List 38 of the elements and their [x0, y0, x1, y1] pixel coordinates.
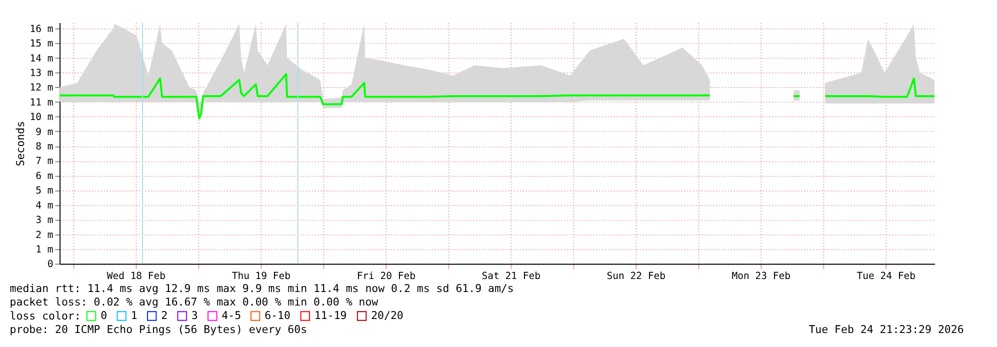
- y-tick-label: 15 m: [30, 38, 54, 50]
- y-tick-label: 6 m: [36, 170, 54, 182]
- y-tick-label: 8 m: [36, 142, 54, 153]
- text: median rtt: 11.4 ms avg 12.9 ms max 9.9 ms min 11.4 ms now 0.2 ms sd 61.9 am/s: [10, 282, 514, 296]
- legend-label: 1: [130, 308, 138, 322]
- legend-label: 0: [100, 308, 108, 322]
- y-tick-label: 5 m: [36, 186, 54, 197]
- y-tick-label: 12 m: [30, 82, 54, 94]
- x-tick-label: Mon 23 Feb: [732, 270, 791, 282]
- legend-label: 11-19: [314, 308, 347, 322]
- y-tick-label: 11 m: [30, 97, 54, 108]
- text: probe: 20 ICMP Echo Pings (56 Bytes) every 60s: [10, 323, 308, 336]
- x-tick-label: Wed 18 Feb: [106, 270, 166, 282]
- legend-label: 3: [191, 308, 198, 322]
- y-tick-label: 4 m: [36, 200, 54, 212]
- y-tick-label: 10 m: [30, 112, 54, 124]
- y-tick-label: 14 m: [30, 53, 54, 64]
- legend-label: 6-10: [264, 308, 290, 322]
- x-tick-label: Thu 19 Feb: [232, 270, 291, 282]
- y-tick-label: 16 m: [30, 24, 54, 35]
- y-tick-label: 7 m: [36, 156, 54, 168]
- y-tick-label: 0: [47, 259, 54, 270]
- y-tick-label: 3 m: [36, 215, 54, 226]
- x-tick-label: Fri 20 Feb: [356, 270, 416, 282]
- y-tick-label: 2 m: [36, 230, 54, 241]
- y-axis-title: Seconds: [14, 121, 27, 166]
- text: Tue Feb 24 21:23:29 2026: [808, 323, 964, 336]
- text: packet loss: 0.02 % avg 16.67 % max 0.00 % min 0.00 % now: [10, 296, 379, 309]
- legend-label: 4-5: [222, 308, 242, 322]
- y-tick-label: 13 m: [30, 68, 54, 79]
- y-tick-label: 9 m: [36, 126, 54, 138]
- x-tick-label: Sat 21 Feb: [482, 270, 541, 282]
- legend-label: 2: [161, 308, 168, 322]
- legend-label: 20/20: [371, 308, 404, 322]
- x-tick-label: Sun 22 Feb: [606, 270, 666, 282]
- y-tick-label: 1 m: [36, 244, 54, 256]
- legend-title: loss color:: [10, 309, 81, 322]
- x-tick-label: Tue 24 Feb: [856, 270, 916, 282]
